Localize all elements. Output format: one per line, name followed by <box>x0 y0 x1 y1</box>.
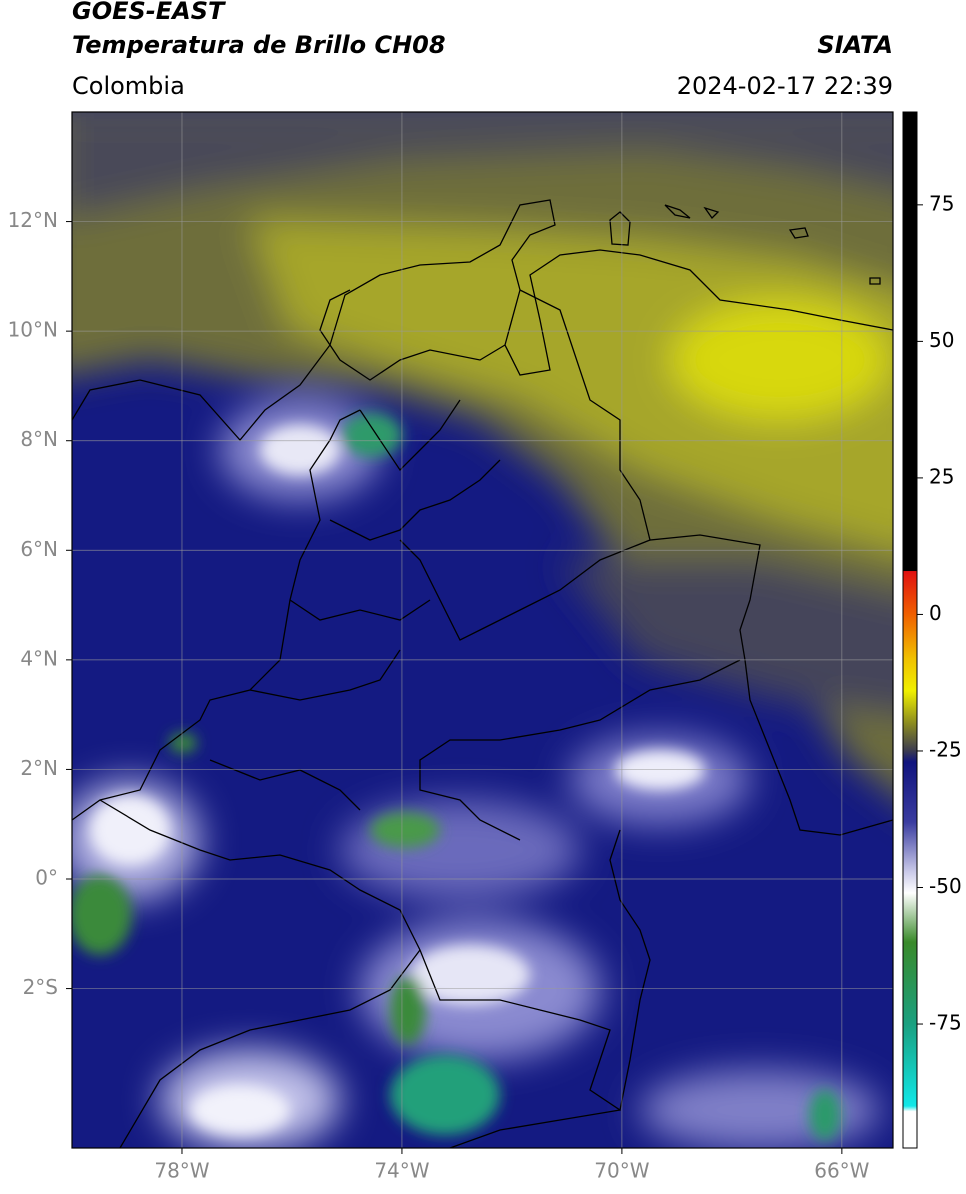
y-tick-label: 6°N <box>20 537 58 561</box>
borders <box>72 199 893 1148</box>
x-tick-label: 74°W <box>374 1159 429 1183</box>
datetime: 2024-02-17 22:39 <box>677 72 893 100</box>
colorbar-tick-label: 25 <box>929 464 954 488</box>
x-tick-label: 70°W <box>594 1159 649 1183</box>
y-tick-label: 12°N <box>8 208 58 232</box>
x-tick-label: 78°W <box>154 1159 209 1183</box>
region: Colombia <box>72 72 185 100</box>
colorbar-tick-label: 50 <box>929 328 954 352</box>
y-tick-label: 0° <box>35 866 58 890</box>
y-tick-label: 10°N <box>8 318 58 342</box>
y-tick-label: 2°S <box>23 975 58 999</box>
colorbar-tick-label: -25 <box>929 737 962 761</box>
satellite-image <box>72 112 893 1148</box>
x-tick-label: 66°W <box>814 1159 869 1183</box>
y-tick-label: 2°N <box>20 756 58 780</box>
y-tick-label: 4°N <box>20 646 58 670</box>
colorbar-tick-label: 75 <box>929 191 954 215</box>
colorbar <box>902 111 918 1149</box>
map-frame <box>71 111 894 1149</box>
title: GOES-EAST <box>72 0 226 25</box>
colorbar-tick-label: -50 <box>929 874 962 898</box>
grid <box>72 112 893 1148</box>
source: SIATA <box>817 31 893 59</box>
subtitle: Temperatura de Brillo CH08 <box>72 31 446 59</box>
colorbar-tick-label: -75 <box>929 1011 962 1035</box>
y-tick-label: 8°N <box>20 427 58 451</box>
colorbar-tick-label: 0 <box>929 601 942 625</box>
